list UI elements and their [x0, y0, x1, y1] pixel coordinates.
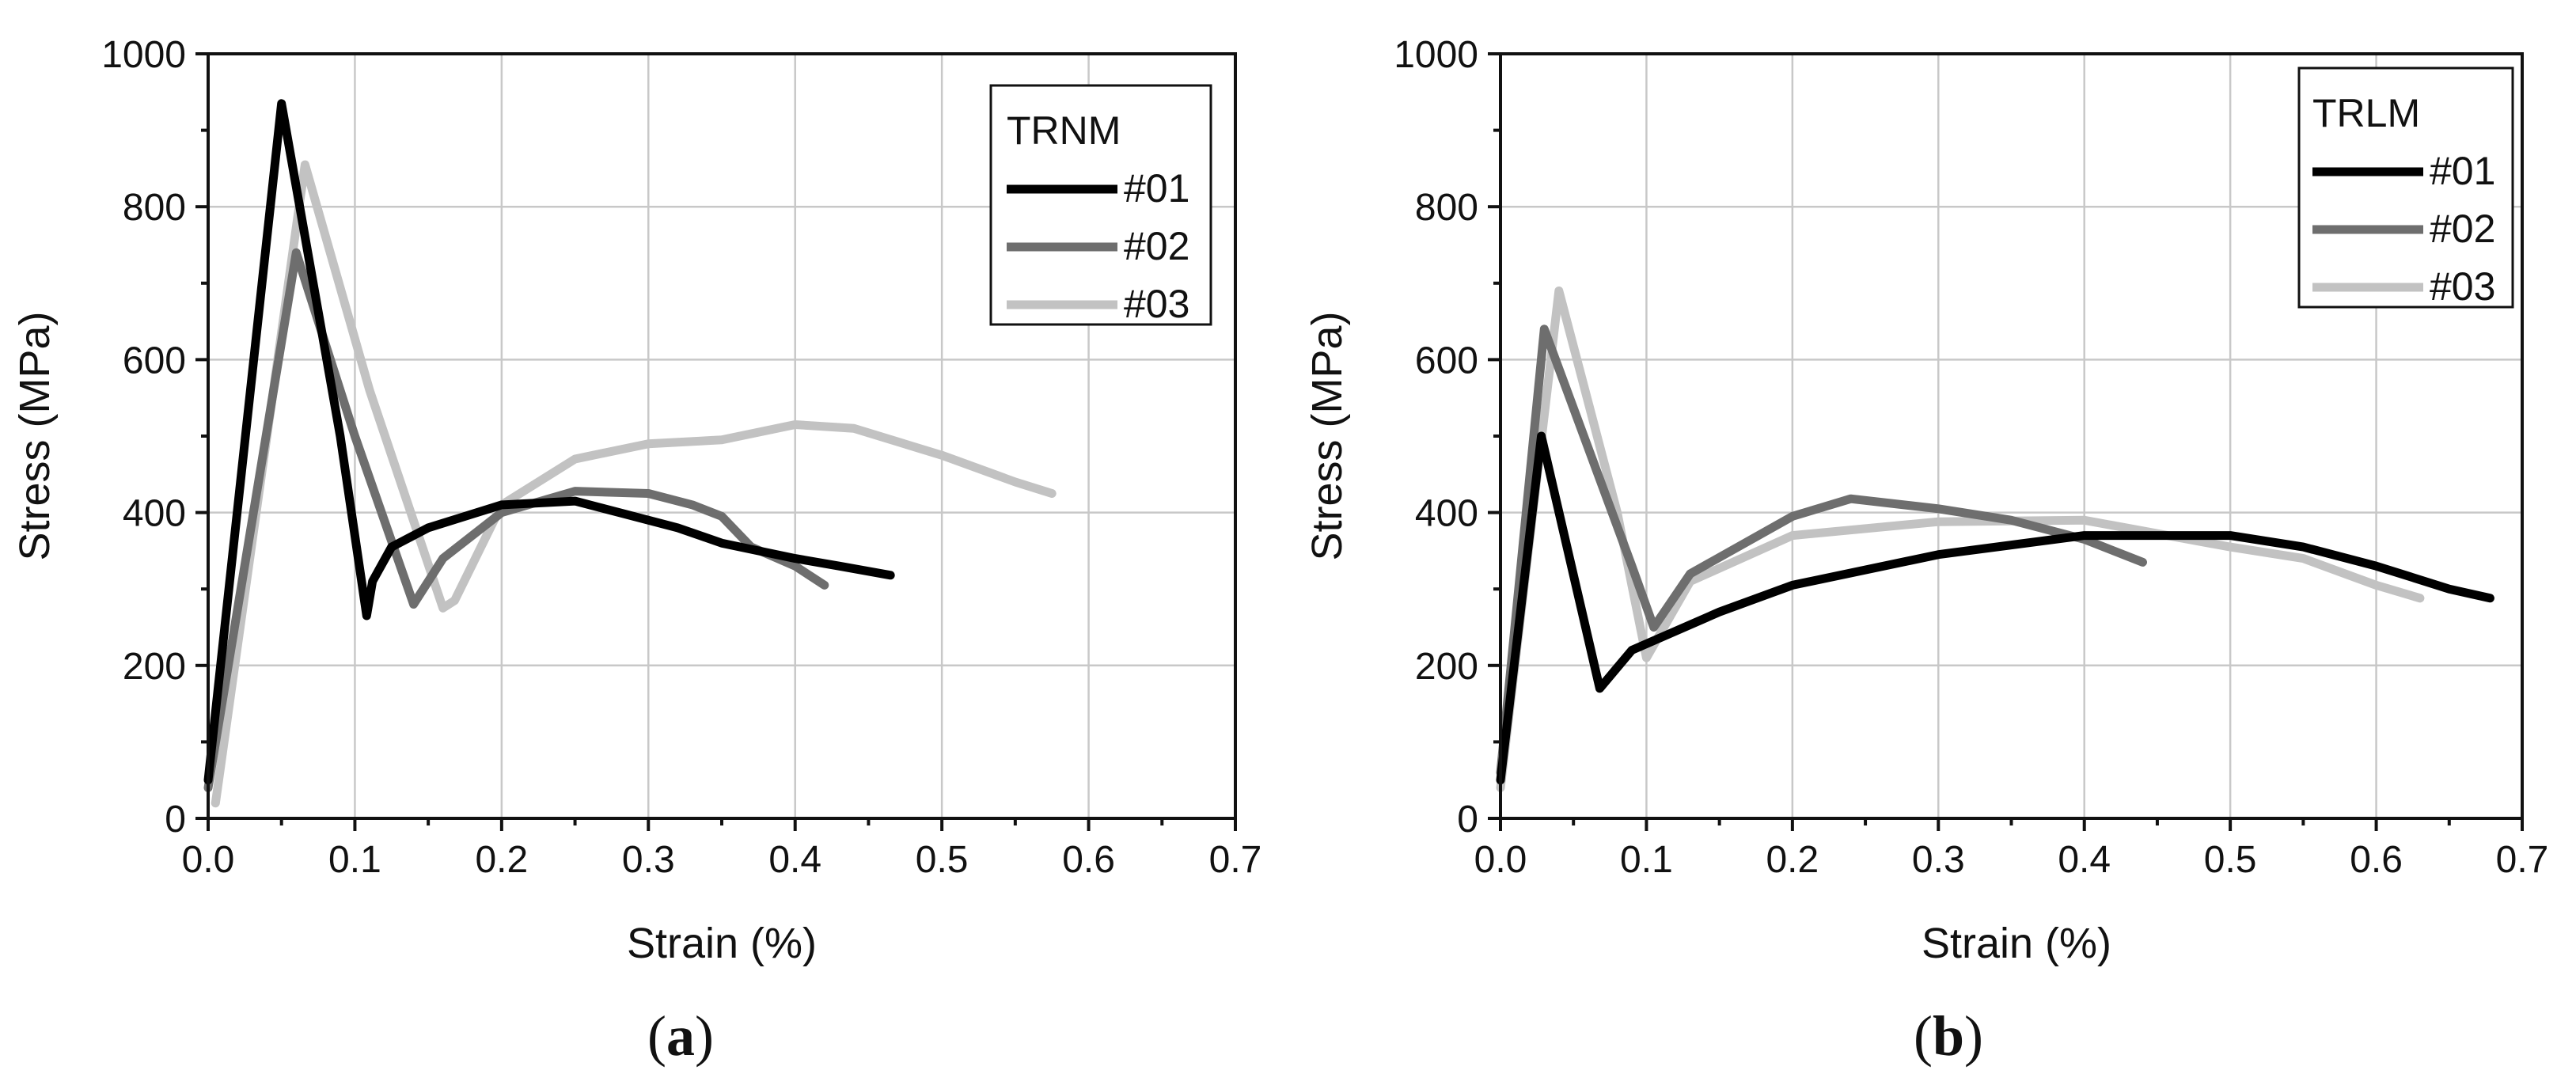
legend-label: #03 [1124, 282, 1189, 326]
y-tick-labels: 0 200 400 600 800 1000 [101, 34, 186, 841]
x-tick-label: 0.7 [1209, 839, 1262, 881]
y-tick-label: 600 [1415, 340, 1478, 381]
legend-box [989, 84, 1212, 326]
panel-label: b [1933, 1004, 1964, 1068]
series-line-01 [203, 99, 895, 785]
series-line-03 [211, 160, 1057, 808]
x-tick-label: 0.3 [1912, 839, 1965, 881]
x-tick-label: 0.0 [182, 839, 235, 881]
legend-entries: #01 #02 #03 [1007, 166, 1189, 326]
y-tick-label: 400 [123, 493, 186, 535]
y-tick-label: 800 [1415, 187, 1478, 229]
y-tick-label: 800 [123, 187, 186, 229]
x-tick-label: 0.4 [2058, 839, 2111, 881]
x-tick-label: 0.5 [916, 839, 969, 881]
y-tick-labels: 0 200 400 600 800 1000 [1394, 34, 1478, 841]
series-line-03 [1496, 287, 2425, 792]
series-line-02 [1496, 324, 2147, 777]
legend-title: TRNM [1007, 108, 1121, 153]
x-tick-label: 0.6 [1062, 839, 1115, 881]
y-axis-title: Stress (MPa) [11, 311, 59, 560]
x-tick-labels: 0.0 0.1 0.2 0.3 0.4 0.5 0.6 0.7 [1474, 839, 2549, 881]
panel-caption: (b) [1914, 1004, 1983, 1068]
legend: TRNM #01 #02 #03 [989, 84, 1212, 326]
y-tick-label: 1000 [101, 34, 186, 76]
legend-label: #03 [2430, 264, 2495, 309]
x-tick-label: 0.2 [1766, 839, 1819, 881]
x-tick-label: 0.4 [768, 839, 821, 881]
series-layer [1496, 287, 2494, 792]
svg-text:(a): (a) [647, 1004, 714, 1068]
x-tick-label: 0.6 [2350, 839, 2403, 881]
x-tick-label: 0.2 [475, 839, 528, 881]
legend-title: TRLM [2312, 91, 2420, 135]
legend-box [2297, 66, 2514, 309]
x-tick-label: 0.1 [1620, 839, 1673, 881]
legend-label: #01 [2430, 149, 2495, 193]
series-line-01 [1496, 431, 2494, 785]
svg-text:(b): (b) [1914, 1004, 1983, 1068]
panel-a: 0.0 0.1 0.2 0.3 0.4 0.5 0.6 0.7 0 200 400 600 800 10… [11, 34, 1261, 1068]
y-tick-label: 0 [1457, 799, 1478, 841]
axis-ticks [195, 52, 1237, 831]
legend-entries: #01 #02 #03 [2312, 149, 2495, 309]
legend-label: #02 [1124, 224, 1189, 268]
x-tick-label: 0.0 [1474, 839, 1527, 881]
panel-label: a [666, 1004, 695, 1068]
series-layer [203, 99, 1057, 808]
y-tick-label: 1000 [1394, 34, 1478, 76]
axis-ticks [1488, 52, 2524, 831]
x-axis-title: Strain (%) [1922, 920, 2111, 967]
legend-label: #01 [1124, 166, 1189, 211]
y-axis-title: Stress (MPa) [1303, 311, 1351, 560]
x-tick-label: 0.3 [622, 839, 675, 881]
x-tick-label: 0.7 [2496, 839, 2549, 881]
legend-label: #02 [2430, 207, 2495, 251]
panel-caption: (a) [647, 1004, 714, 1068]
y-tick-label: 600 [123, 340, 186, 381]
panel-b: 0.0 0.1 0.2 0.3 0.4 0.5 0.6 0.7 0 200 400 600 800 10… [1303, 34, 2548, 1068]
legend: TRLM #01 #02 #03 [2297, 66, 2514, 309]
y-tick-label: 0 [165, 799, 186, 841]
x-tick-label: 0.1 [328, 839, 381, 881]
y-tick-label: 200 [1415, 646, 1478, 688]
x-tick-label: 0.5 [2204, 839, 2257, 881]
x-tick-labels: 0.0 0.1 0.2 0.3 0.4 0.5 0.6 0.7 [182, 839, 1262, 881]
series-line-02 [203, 248, 829, 792]
y-tick-label: 200 [123, 646, 186, 688]
x-axis-title: Strain (%) [627, 920, 817, 967]
y-tick-label: 400 [1415, 493, 1478, 535]
